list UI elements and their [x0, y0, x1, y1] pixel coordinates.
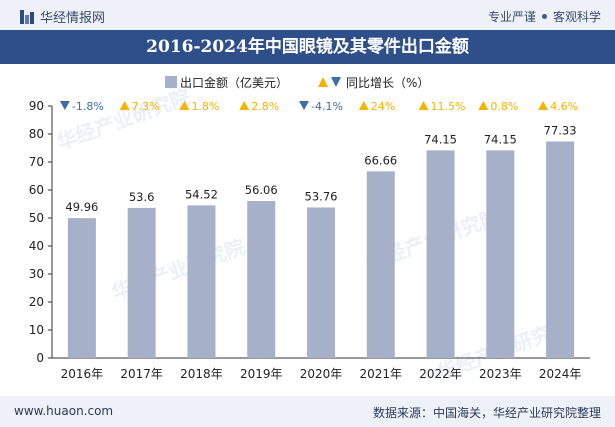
footer: www.huaon.com 数据来源：中国海关，华经产业研究院整理	[0, 396, 615, 427]
x-tick-label-2024年: 2024年	[539, 367, 582, 381]
up-triangle-icon-2017年	[119, 101, 130, 110]
bar-2017年	[127, 207, 156, 358]
y-tick-label-0: 0	[36, 351, 44, 365]
x-tick-label-2022年: 2022年	[419, 367, 462, 381]
bar-value-label-2019年: 56.06	[245, 183, 278, 197]
x-tick-label-2019年: 2019年	[240, 367, 283, 381]
yoy-label-2022年: 11.5%	[431, 100, 466, 113]
bar-2020年	[307, 207, 335, 358]
x-tick-label-2017年: 2017年	[120, 367, 163, 381]
up-triangle-icon-2023年	[478, 101, 489, 110]
up-triangle-icon-2018年	[179, 101, 190, 110]
legend-down-triangle-icon	[331, 77, 341, 87]
bar-value-label-2021年: 66.66	[364, 153, 397, 167]
y-tick-label-20: 20	[29, 295, 44, 309]
yoy-label-2017年: 7.3%	[132, 100, 160, 113]
legend-label-yoy: 同比增长（%）	[346, 76, 429, 90]
bar-2022年	[426, 150, 455, 358]
brand-name: 华经情报网	[40, 11, 106, 26]
bar-2018年	[187, 205, 216, 358]
bar-value-label-2018年: 54.52	[185, 187, 218, 201]
website-link[interactable]: www.huaon.com	[14, 404, 114, 418]
down-triangle-icon-2016年	[59, 101, 70, 110]
y-tick-label-80: 80	[29, 127, 44, 141]
bar-value-label-2016年: 49.96	[65, 200, 98, 214]
y-tick-label-30: 30	[29, 267, 44, 281]
bar-2024年	[546, 141, 575, 358]
legend-up-triangle-icon	[318, 77, 328, 87]
bar-value-label-2020年: 53.76	[305, 189, 338, 203]
y-tick-label-50: 50	[29, 211, 44, 225]
yoy-label-2016年: -1.8%	[72, 100, 104, 113]
y-tick-label-70: 70	[29, 155, 44, 169]
up-triangle-icon-2019年	[239, 101, 250, 110]
y-tick-label-10: 10	[29, 323, 44, 337]
x-tick-label-2021年: 2021年	[360, 367, 403, 381]
tagline-right: 客观科学	[552, 10, 601, 24]
yoy-label-2019年: 2.8%	[251, 100, 279, 113]
bar-2016年	[67, 218, 96, 358]
bar-2021年	[366, 171, 395, 358]
bar-2023年	[486, 150, 515, 358]
y-tick-label-60: 60	[29, 183, 44, 197]
bar-value-label-2023年: 74.15	[484, 132, 517, 146]
bar-value-label-2022年: 74.15	[424, 132, 457, 146]
up-triangle-icon-2021年	[358, 101, 369, 110]
yoy-label-2021年: 24%	[371, 100, 395, 113]
up-triangle-icon-2024年	[538, 101, 549, 110]
bar-2019年	[247, 201, 276, 358]
legend-swatch-bar	[165, 76, 177, 88]
tagline: 专业严谨 客观科学	[488, 8, 601, 25]
watermark-0: 华经产业研究院	[54, 84, 194, 154]
chart-title: 2016-2024年中国眼镜及其零件出口金额	[0, 30, 615, 64]
legend-label-bar: 出口金额（亿美元）	[180, 75, 288, 90]
up-triangle-icon-2022年	[418, 101, 429, 110]
yoy-label-2023年: 0.8%	[490, 100, 518, 113]
dot-icon	[541, 14, 547, 19]
y-tick-label-40: 40	[29, 239, 44, 253]
yoy-label-2020年: -4.1%	[311, 100, 343, 113]
brand[interactable]: 华经情报网	[20, 7, 105, 26]
y-tick-label-90: 90	[29, 99, 44, 113]
x-tick-label-2016年: 2016年	[61, 367, 104, 381]
x-tick-label-2023年: 2023年	[479, 367, 522, 381]
brand-logo-icon	[20, 9, 34, 24]
yoy-label-2018年: 1.8%	[191, 100, 219, 113]
tagline-left: 专业严谨	[487, 10, 536, 24]
x-tick-label-2018年: 2018年	[180, 367, 223, 381]
x-tick-label-2020年: 2020年	[300, 367, 343, 381]
bar-value-label-2017年: 53.6	[129, 190, 155, 204]
data-source: 数据来源：中国海关，华经产业研究院整理	[372, 406, 601, 420]
down-triangle-icon-2020年	[299, 101, 309, 110]
bar-value-label-2024年: 77.33	[544, 123, 577, 137]
top-bar: 华经情报网 专业严谨 客观科学	[0, 0, 615, 30]
yoy-label-2024年: 4.6%	[550, 100, 578, 113]
